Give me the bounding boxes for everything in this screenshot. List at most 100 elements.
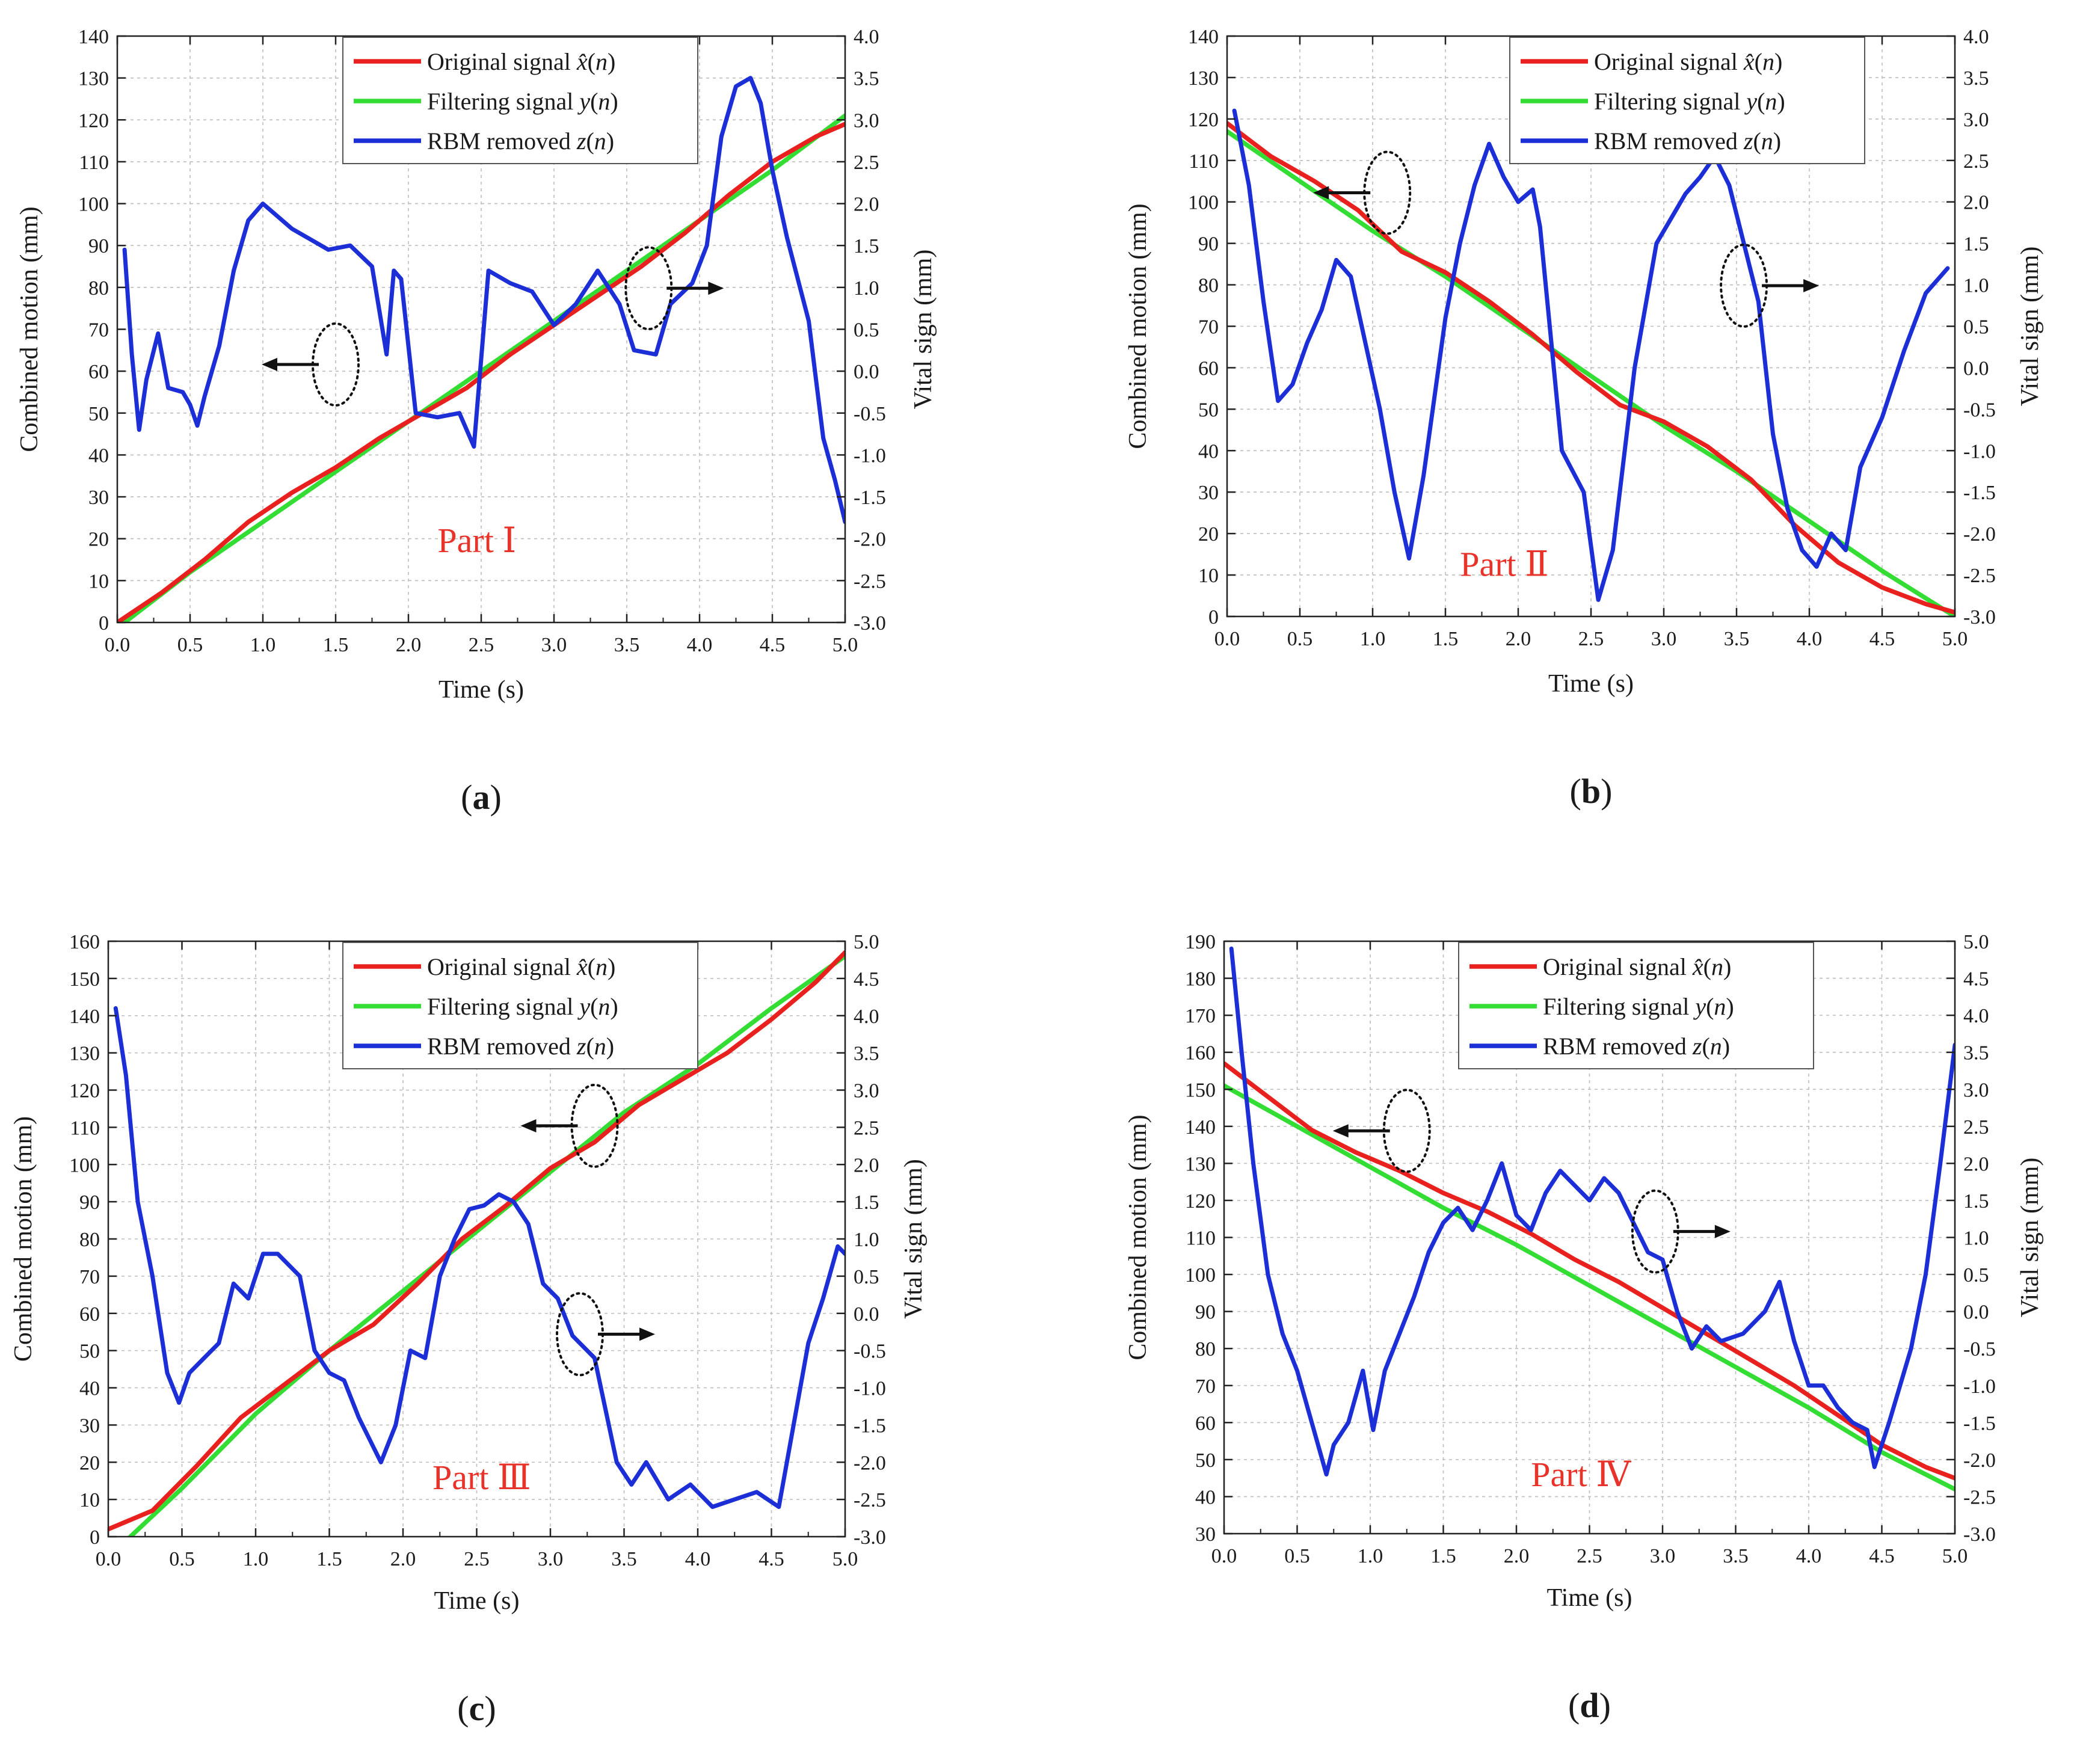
x-axis-title: Time (s) [434,1587,520,1615]
x-tick-label: 1.5 [1430,1545,1456,1567]
y2-tick-label: 0.0 [1963,1301,1989,1324]
y2-tick-label: 4.5 [1963,968,1989,991]
x-tick-label: 5.0 [1942,628,1968,650]
y-tick-label: 70 [1198,316,1219,339]
part-label: Part Ⅲ [432,1458,531,1497]
x-tick-label: 3.5 [614,634,640,656]
x-tick-label: 1.0 [250,634,276,656]
y2-tick-label: 1.0 [1963,1228,1989,1250]
x-tick-label: 0.0 [105,634,131,656]
annotation-arrowhead-right [1803,278,1820,292]
legend-label-original: Original signal x̂(n) [1543,953,1731,980]
y2-tick-label: -2.0 [1963,523,1996,545]
legend: Original signal x̂(n) Filtering signal y(… [342,37,698,164]
chart-panel-0: 0.0 0.5 1.0 1.5 2.0 2.5 3.0 3.5 4.0 4.5 5.0 0 10 20 30… [16,26,937,817]
y-tick-label: 80 [79,1229,100,1251]
x-tick-label: 4.5 [760,634,786,656]
legend-label-filtering: Filtering signal y(n) [427,993,618,1020]
y2-tick-label: 3.5 [854,1043,879,1065]
y2-axis-title: Vital sign (mm) [900,1159,928,1319]
series-line-filtering [128,954,845,1537]
x-tick-label: 0.5 [1287,628,1313,650]
y2-tick-label: 2.5 [1963,150,1989,173]
x-tick-label: 4.0 [685,1548,711,1570]
y-tick-label: 50 [1198,399,1219,421]
x-tick-label: 2.0 [1506,628,1531,650]
x-tick-label: 5.0 [832,1548,858,1570]
x-tick-label: 4.0 [687,634,713,656]
y-tick-label: 30 [88,487,109,509]
legend-label-filtering: Filtering signal y(n) [427,88,618,115]
y-tick-label: 0 [1208,606,1219,628]
series-line-rbm [113,1006,845,1509]
annotation-arrowhead-right [708,281,724,295]
y-tick-label: 120 [1185,1190,1216,1212]
part-label: Part Ⅳ [1531,1455,1631,1494]
x-tick-label: 1.5 [1433,628,1459,650]
y-tick-label: 130 [78,68,109,90]
x-tick-label: 4.5 [1869,628,1895,650]
y-tick-label: 30 [1198,482,1219,504]
x-tick-label: 1.5 [316,1548,342,1570]
y-tick-label: 80 [1195,1338,1216,1360]
y2-tick-label: 1.5 [1963,233,1989,256]
y2-axis-title: Vital sign (mm) [909,250,937,410]
y-tick-label: 90 [1198,233,1219,256]
series-line-rbm [1229,946,1955,1477]
x-tick-label: 2.0 [390,1548,416,1570]
y-tick-label: 90 [88,235,109,257]
y-axis-title: Combined motion (mm) [1124,1114,1152,1360]
y2-tick-label: 3.5 [1963,1042,1989,1065]
y2-tick-label: 3.0 [1963,1079,1989,1101]
x-tick-label: 2.5 [1577,1545,1602,1567]
y2-tick-label: 2.0 [854,194,879,216]
y-tick-label: 20 [88,529,109,551]
x-tick-label: 4.0 [1797,628,1823,650]
legend: Original signal x̂(n) Filtering signal y(… [1509,37,1865,164]
series-line-original [117,121,845,622]
y2-tick-label: -1.5 [1963,482,1996,504]
y-tick-label: 50 [79,1341,100,1363]
x-tick-label: 1.0 [1358,1545,1383,1567]
x-tick-label: 0.5 [177,634,203,656]
legend-label-filtering: Filtering signal y(n) [1594,88,1785,115]
legend-label-rbm: RBM removed z(n) [427,128,614,155]
y-tick-label: 30 [79,1415,100,1437]
y2-tick-label: 1.5 [854,235,879,257]
y2-tick-label: 0.0 [1963,357,1989,380]
y-axis-title: Combined motion (mm) [10,1116,37,1362]
y2-tick-label: 2.5 [854,1117,879,1139]
y2-tick-label: 4.5 [854,968,879,991]
series-line-rbm [122,76,845,524]
y2-tick-label: 4.0 [854,1006,879,1028]
y-tick-label: 130 [1188,67,1219,90]
y-tick-label: 110 [70,1117,100,1139]
y2-tick-label: 4.0 [854,26,879,48]
x-tick-label: 5.0 [832,634,858,656]
x-tick-label: 0.0 [1211,1545,1237,1567]
y2-tick-label: -3.0 [1963,1523,1996,1546]
legend: Original signal x̂(n) Filtering signal y(… [1458,942,1814,1069]
y2-tick-label: 0.0 [854,361,879,383]
y-tick-label: 40 [88,444,109,467]
y2-tick-label: -2.5 [1963,565,1996,587]
y-tick-label: 140 [1188,26,1219,48]
y2-axis-title: Vital sign (mm) [2016,247,2044,407]
x-axis-title: Time (s) [438,676,524,704]
y-tick-label: 120 [78,109,109,132]
chart-panel-2: 0.0 0.5 1.0 1.5 2.0 2.5 3.0 3.5 4.0 4.5 5.0 0 10 20 30… [10,931,928,1728]
y2-tick-label: -2.5 [1963,1486,1996,1508]
y-tick-label: 40 [1198,440,1219,463]
y-tick-label: 140 [1185,1116,1216,1139]
y-tick-label: 40 [79,1378,100,1400]
x-tick-label: 4.5 [1869,1545,1895,1567]
x-tick-label: 3.0 [541,634,567,656]
part-label: Part Ⅱ [1460,544,1548,583]
annotation-arrowhead-left [262,358,277,371]
y2-tick-label: -2.0 [854,529,886,551]
y2-tick-label: -2.5 [854,570,886,592]
y-tick-label: 70 [1195,1375,1216,1398]
y2-tick-label: -1.0 [1963,1375,1996,1398]
